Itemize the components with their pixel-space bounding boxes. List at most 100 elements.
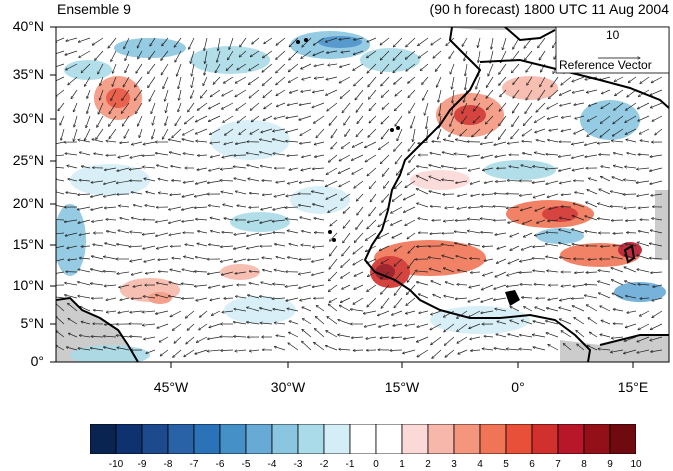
wind-vector bbox=[600, 306, 611, 312]
wind-vector bbox=[558, 154, 572, 157]
colorbar-label: 8 bbox=[581, 459, 587, 470]
wind-vector bbox=[407, 271, 416, 282]
wind-vector bbox=[247, 259, 260, 260]
island-layer bbox=[296, 38, 520, 306]
wind-vector bbox=[526, 89, 533, 100]
wind-vector bbox=[390, 350, 403, 351]
wind-vector bbox=[546, 180, 559, 184]
wind-vector bbox=[561, 115, 572, 118]
wind-vector bbox=[119, 284, 130, 288]
wind-vector bbox=[340, 297, 351, 303]
wind-vector bbox=[430, 233, 442, 234]
colorbar-cell bbox=[115, 424, 143, 454]
wind-vector bbox=[235, 141, 247, 144]
wind-vector bbox=[112, 76, 117, 86]
wind-vector bbox=[462, 37, 468, 46]
wind-vector bbox=[499, 63, 507, 74]
wind-vector bbox=[574, 102, 585, 105]
wind-vector bbox=[428, 257, 442, 260]
wind-vector bbox=[235, 350, 247, 351]
wind-vector bbox=[586, 272, 598, 273]
wind-vector bbox=[191, 89, 195, 98]
wind-vector bbox=[511, 128, 520, 139]
wind-vector bbox=[58, 102, 65, 111]
wind-vector bbox=[224, 298, 234, 299]
wind-vector bbox=[403, 349, 416, 353]
wind-vector bbox=[366, 50, 377, 58]
wind-vector bbox=[474, 89, 481, 100]
wind-vector bbox=[81, 322, 91, 325]
colorbar-cell bbox=[453, 424, 481, 454]
wind-vector bbox=[572, 167, 585, 171]
wind-vector bbox=[224, 218, 234, 221]
wind-vector bbox=[235, 76, 247, 83]
wind-vector bbox=[510, 232, 520, 237]
wind-vector bbox=[61, 128, 65, 140]
wind-vector bbox=[80, 306, 91, 312]
wind-vector bbox=[199, 323, 208, 330]
wind-vector bbox=[195, 128, 208, 134]
wind-vector bbox=[586, 305, 598, 312]
colorbar-cell bbox=[427, 424, 455, 454]
wind-vector bbox=[498, 128, 507, 140]
colorbar bbox=[90, 424, 636, 454]
wind-vector bbox=[328, 304, 338, 312]
wind-vector bbox=[168, 139, 182, 143]
wind-vector bbox=[151, 102, 156, 114]
wind-vector bbox=[598, 203, 611, 208]
wind-vector bbox=[638, 115, 650, 121]
wind-vector bbox=[131, 218, 143, 221]
wind-vector bbox=[272, 139, 286, 143]
wind-vector bbox=[246, 153, 260, 156]
wind-vector bbox=[215, 63, 221, 73]
wind-vector bbox=[520, 258, 533, 262]
wind-vector bbox=[104, 167, 117, 170]
wind-vector bbox=[276, 76, 286, 85]
wind-vector bbox=[600, 115, 611, 124]
wind-vector bbox=[354, 180, 364, 188]
wind-vector bbox=[494, 348, 507, 351]
wind-vector bbox=[534, 284, 546, 285]
wind-vector bbox=[249, 193, 260, 194]
shading-layer bbox=[56, 31, 666, 362]
wind-vector bbox=[108, 37, 117, 48]
wind-vector bbox=[418, 37, 429, 46]
wind-vector bbox=[365, 232, 377, 240]
wind-vector bbox=[585, 284, 598, 285]
wind-vector bbox=[129, 167, 143, 170]
wind-vector bbox=[365, 154, 377, 162]
wind-vector bbox=[548, 89, 559, 99]
wind-vector bbox=[457, 284, 468, 285]
wind-vector bbox=[299, 115, 312, 120]
wind-vector bbox=[611, 220, 624, 221]
land-mask-africa-south bbox=[560, 335, 669, 362]
wind-vector bbox=[156, 245, 169, 249]
wind-vector bbox=[522, 297, 533, 298]
wind-vector bbox=[92, 139, 104, 143]
wind-vector bbox=[481, 206, 494, 207]
wind-vector bbox=[104, 207, 117, 208]
wind-vector bbox=[539, 50, 546, 60]
wind-vector bbox=[523, 153, 533, 156]
wind-vector bbox=[195, 115, 208, 122]
wind-vector bbox=[133, 205, 143, 208]
wind-vector bbox=[66, 192, 78, 195]
colorbar-label: -5 bbox=[241, 459, 251, 470]
wind-vector bbox=[111, 89, 117, 101]
wind-vector bbox=[200, 89, 208, 98]
wind-vector bbox=[513, 89, 520, 98]
coast-mediterranean bbox=[479, 58, 669, 109]
wind-vector bbox=[559, 89, 572, 95]
wind-vector bbox=[394, 102, 403, 111]
wind-vector bbox=[380, 337, 390, 338]
wind-vector bbox=[611, 268, 624, 273]
wind-vector bbox=[264, 37, 273, 44]
wind-vector bbox=[221, 271, 234, 275]
wind-vector bbox=[264, 102, 273, 109]
wind-vector bbox=[536, 102, 546, 112]
wind-vector bbox=[393, 63, 403, 73]
wind-vector bbox=[90, 193, 104, 197]
wind-vector bbox=[548, 140, 559, 143]
wind-vector bbox=[179, 89, 182, 100]
wind-vector bbox=[112, 63, 117, 73]
